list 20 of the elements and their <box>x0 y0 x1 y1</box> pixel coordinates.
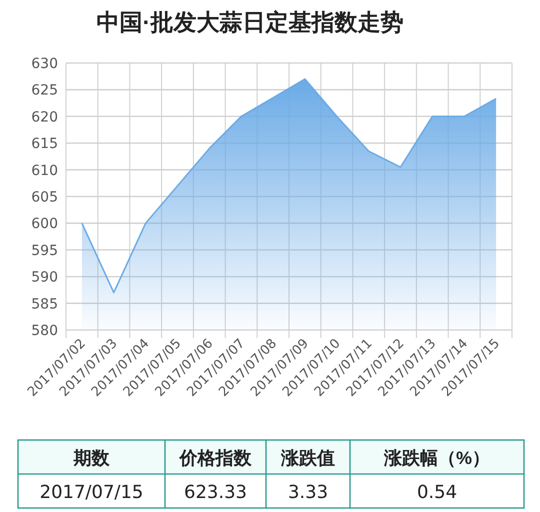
text: 623.33 <box>184 482 247 503</box>
text: 3.33 <box>288 482 328 503</box>
y-tick-label: 595 <box>31 242 58 259</box>
y-tick-label: 580 <box>31 323 58 339</box>
y-tick-label: 610 <box>31 162 58 179</box>
y-tick-label: 615 <box>31 136 58 152</box>
category-label: 价格指数 <box>178 448 252 468</box>
category-label: 涨跌幅（%） <box>382 448 490 468</box>
y-tick-label: 630 <box>31 56 58 72</box>
category-label: 涨跌值 <box>280 448 335 468</box>
y-tick-label: 600 <box>31 216 58 232</box>
y-tick-label: 590 <box>31 270 58 286</box>
y-tick-label: 620 <box>31 109 58 126</box>
y-tick-label: 625 <box>31 82 58 99</box>
category-label: 期数 <box>72 448 110 468</box>
text: 0.54 <box>416 482 458 503</box>
chart-title: 中国·批发大蒜日定基指数走势 <box>96 9 404 35</box>
y-tick-label: 585 <box>31 296 58 312</box>
text: 2017/07/15 <box>40 482 144 503</box>
y-tick-label: 605 <box>31 190 58 206</box>
